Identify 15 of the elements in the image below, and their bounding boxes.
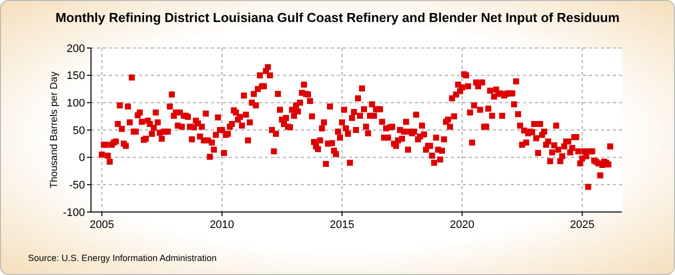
source-note: Source: U.S. Energy Information Administration	[28, 253, 217, 263]
y-tick-label: -100	[62, 206, 85, 219]
y-tick-label: 150	[66, 70, 85, 82]
x-tick-label: 2015	[330, 219, 354, 231]
x-tick-label: 2010	[210, 219, 234, 231]
x-tick-label: 2025	[570, 219, 595, 231]
y-tick-label: -50	[69, 180, 85, 192]
y-tick-label: 0	[78, 152, 85, 164]
chart-title: Monthly Refining District Louisiana Gulf Coast Refinery and Blender Net Input of Residuum	[55, 10, 620, 25]
x-tick-label: 2005	[90, 219, 114, 231]
y-tick-label: 200	[66, 42, 85, 55]
y-axis-title: Thousand Barrels per Day	[49, 72, 60, 188]
x-tick-label: 2020	[450, 219, 474, 231]
y-tick-label: 50	[72, 124, 85, 137]
y-tick-label: 100	[66, 98, 85, 110]
